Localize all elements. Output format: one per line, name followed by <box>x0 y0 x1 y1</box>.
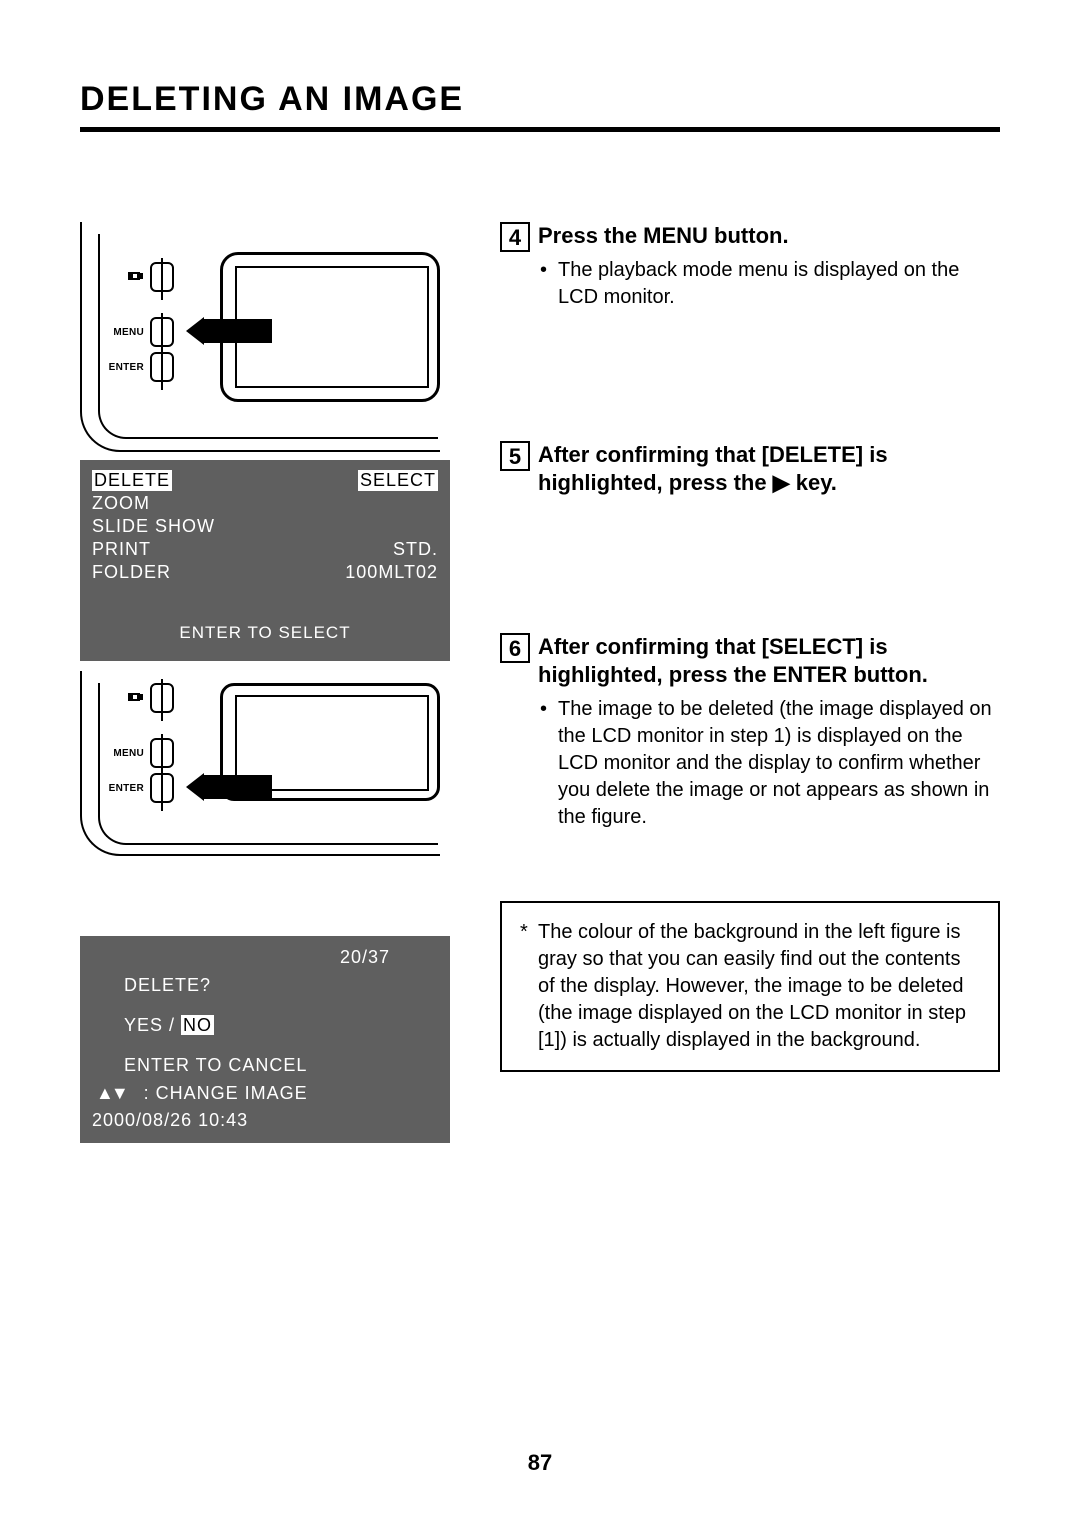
step-title: After confirming that [SELECT] is highli… <box>538 633 1000 690</box>
camera-icon <box>128 692 144 705</box>
camera-icon <box>128 271 144 284</box>
confirm-counter: 20/37 <box>92 944 438 972</box>
menu-item-delete: DELETE <box>92 470 172 491</box>
confirm-line2: : CHANGE IMAGE <box>134 1083 308 1103</box>
confirm-sep: / <box>163 1015 181 1035</box>
page-title: DELETING AN IMAGE <box>80 80 1000 119</box>
arrow-pointer-icon <box>202 319 272 343</box>
step-number: 6 <box>500 633 530 663</box>
step-6: 6 After confirming that [SELECT] is high… <box>500 633 1000 831</box>
confirm-timestamp: 2000/08/26 10:43 <box>92 1107 438 1135</box>
confirm-yes: YES <box>124 1015 163 1035</box>
step-title: Press the MENU button. <box>538 222 1000 251</box>
note-asterisk: * <box>520 919 538 1054</box>
right-arrow-icon: ▶ <box>773 469 790 498</box>
menu-display: DELETE SELECT ZOOM SLIDE SHOW PRINT STD. F… <box>80 460 450 661</box>
menu-item-zoom: ZOOM <box>92 493 150 514</box>
step-bullet: The playback mode menu is displayed on t… <box>558 257 1000 311</box>
confirm-prompt: DELETE? <box>92 972 438 1000</box>
confirm-no: NO <box>181 1015 214 1035</box>
page-number: 87 <box>0 1450 1080 1476</box>
menu-item-print: PRINT <box>92 539 151 560</box>
step-4: 4 Press the MENU button. •The playback m… <box>500 222 1000 311</box>
confirm-display: 20/37 DELETE? YES / NO ENTER TO CANCEL ▲… <box>80 936 450 1143</box>
note-text: The colour of the background in the left… <box>538 919 980 1054</box>
note-box: * The colour of the background in the le… <box>500 901 1000 1072</box>
step-number: 5 <box>500 441 530 471</box>
arrow-pointer-icon <box>202 775 272 799</box>
menu-item-folder: FOLDER <box>92 562 171 583</box>
menu-value-folder: 100MLT02 <box>345 562 438 583</box>
menu-value-std: STD. <box>393 539 438 560</box>
step-title: After confirming that [DELETE] is highli… <box>538 441 1000 498</box>
confirm-line1: ENTER TO CANCEL <box>92 1052 438 1080</box>
updown-arrows-icon: ▲▼ <box>96 1083 126 1103</box>
enter-label: ENTER <box>109 783 144 794</box>
enter-label: ENTER <box>109 362 144 373</box>
menu-value-select: SELECT <box>358 470 438 491</box>
step-number: 4 <box>500 222 530 252</box>
menu-label: MENU <box>113 327 144 338</box>
divider <box>80 127 1000 132</box>
menu-item-slideshow: SLIDE SHOW <box>92 516 215 537</box>
menu-footer: ENTER TO SELECT <box>92 623 438 643</box>
step-5: 5 After confirming that [DELETE] is high… <box>500 441 1000 498</box>
step-bullet: The image to be deleted (the image displ… <box>558 696 1000 831</box>
camera-diagram-1: MENU ENTER <box>80 222 450 452</box>
camera-diagram-2: MENU ENTER <box>80 671 450 856</box>
menu-label: MENU <box>113 748 144 759</box>
